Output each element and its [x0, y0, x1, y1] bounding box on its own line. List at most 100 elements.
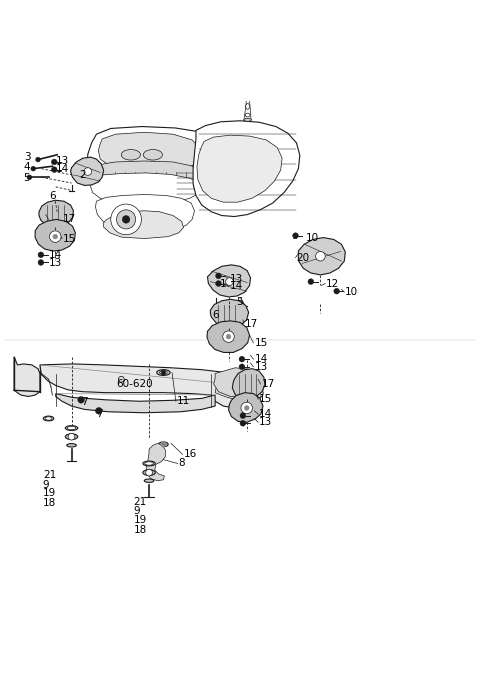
Text: 5: 5	[236, 297, 243, 307]
Polygon shape	[214, 368, 263, 396]
Ellipse shape	[144, 150, 162, 160]
Circle shape	[161, 370, 166, 375]
Circle shape	[308, 279, 314, 284]
Text: 19: 19	[43, 488, 56, 498]
Ellipse shape	[245, 113, 250, 117]
Polygon shape	[244, 97, 251, 121]
Ellipse shape	[157, 370, 170, 375]
Text: 17: 17	[63, 214, 76, 224]
Ellipse shape	[145, 462, 154, 465]
Text: 1: 1	[220, 279, 227, 288]
Text: 13: 13	[254, 362, 268, 372]
Polygon shape	[215, 377, 263, 401]
Ellipse shape	[244, 118, 252, 121]
Text: 15: 15	[254, 338, 268, 348]
Polygon shape	[91, 173, 201, 204]
Circle shape	[146, 469, 153, 476]
Text: 11: 11	[177, 396, 190, 406]
Ellipse shape	[246, 103, 250, 109]
Circle shape	[240, 420, 246, 426]
Circle shape	[96, 407, 102, 414]
Text: 6: 6	[49, 191, 56, 201]
Ellipse shape	[43, 416, 54, 421]
Ellipse shape	[65, 434, 78, 439]
Text: 10: 10	[306, 233, 319, 243]
Circle shape	[111, 204, 142, 235]
Ellipse shape	[158, 442, 168, 447]
Text: 7: 7	[96, 409, 103, 419]
Polygon shape	[39, 200, 73, 227]
Text: 9: 9	[43, 479, 49, 490]
Text: 14: 14	[259, 409, 272, 419]
Circle shape	[51, 159, 57, 165]
Ellipse shape	[143, 461, 156, 466]
Circle shape	[51, 167, 57, 173]
Ellipse shape	[45, 417, 52, 420]
Polygon shape	[87, 126, 210, 207]
Polygon shape	[197, 135, 282, 202]
Text: 13: 13	[56, 156, 69, 165]
Ellipse shape	[144, 479, 154, 482]
Polygon shape	[299, 237, 345, 275]
Text: 60-620: 60-620	[117, 379, 153, 389]
Polygon shape	[104, 211, 183, 239]
Circle shape	[122, 216, 130, 223]
Text: 9: 9	[134, 506, 140, 516]
Polygon shape	[96, 194, 194, 233]
Text: 14: 14	[48, 250, 62, 260]
Polygon shape	[71, 157, 104, 186]
Circle shape	[216, 273, 221, 279]
Text: 3: 3	[24, 152, 30, 162]
Text: 8: 8	[179, 458, 185, 469]
Polygon shape	[207, 321, 250, 352]
Ellipse shape	[67, 426, 76, 430]
Circle shape	[226, 335, 231, 339]
Ellipse shape	[159, 371, 167, 375]
Text: 15: 15	[63, 233, 76, 243]
Text: 16: 16	[183, 449, 197, 460]
Text: 2: 2	[80, 170, 86, 180]
Text: 6: 6	[212, 309, 219, 320]
Text: 7: 7	[81, 397, 88, 407]
Text: 12: 12	[326, 279, 339, 288]
Text: 13: 13	[259, 418, 272, 427]
Circle shape	[31, 167, 36, 171]
Circle shape	[241, 402, 252, 413]
Text: 21: 21	[43, 470, 56, 480]
Text: 19: 19	[134, 515, 147, 525]
Text: 18: 18	[43, 498, 56, 508]
Circle shape	[239, 364, 245, 370]
Circle shape	[226, 278, 233, 286]
Text: 5: 5	[24, 173, 30, 183]
Polygon shape	[146, 443, 165, 481]
Text: 4: 4	[24, 162, 30, 172]
Circle shape	[53, 234, 58, 239]
Circle shape	[78, 396, 84, 403]
Text: 14: 14	[229, 282, 243, 292]
Text: 17: 17	[245, 319, 258, 328]
Text: 20: 20	[297, 253, 310, 262]
Ellipse shape	[121, 150, 141, 160]
Circle shape	[223, 331, 234, 343]
Text: 14: 14	[56, 164, 69, 173]
Text: 13: 13	[229, 274, 243, 284]
Polygon shape	[228, 392, 263, 422]
Polygon shape	[35, 220, 75, 251]
Circle shape	[240, 413, 246, 418]
Text: 15: 15	[259, 394, 272, 405]
Circle shape	[293, 233, 299, 239]
Ellipse shape	[67, 443, 76, 447]
Text: 21: 21	[134, 497, 147, 507]
Polygon shape	[207, 265, 251, 297]
Polygon shape	[210, 299, 249, 328]
Polygon shape	[40, 364, 263, 408]
Ellipse shape	[65, 426, 78, 430]
Polygon shape	[56, 394, 215, 413]
Text: 17: 17	[262, 379, 275, 389]
Text: 18: 18	[134, 524, 147, 534]
Circle shape	[49, 231, 61, 242]
Polygon shape	[98, 133, 201, 172]
Circle shape	[68, 433, 75, 440]
Circle shape	[38, 252, 44, 258]
Circle shape	[38, 260, 44, 265]
